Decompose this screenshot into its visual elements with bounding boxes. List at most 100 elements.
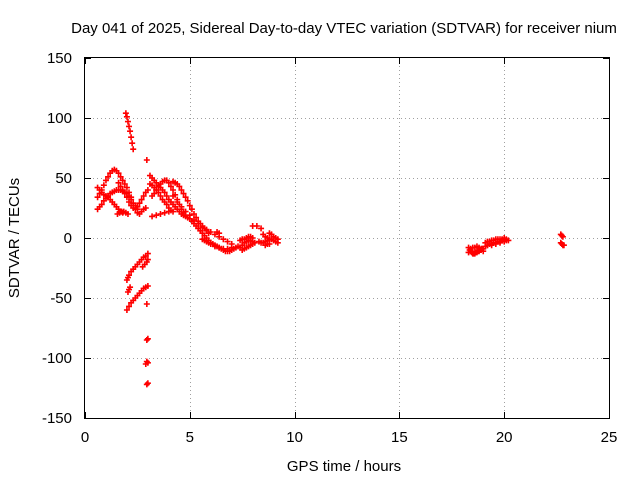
data-point (142, 205, 149, 211)
data-point (501, 238, 508, 245)
data-point (126, 123, 133, 130)
data-point (129, 140, 136, 147)
x-axis-label: GPS time / hours (287, 458, 401, 475)
x-tick-label: 20 (496, 429, 513, 446)
data-point (163, 193, 170, 199)
data-point (266, 241, 273, 247)
data-point (480, 248, 487, 255)
gridlines (85, 58, 609, 418)
data-point (126, 189, 133, 196)
data-point (188, 206, 195, 213)
data-point (121, 181, 128, 187)
data-point (102, 177, 109, 184)
data-point (143, 157, 150, 163)
data-point (182, 194, 189, 201)
data-point (117, 173, 124, 180)
y-tick-label: 0 (64, 230, 72, 247)
data-point (224, 238, 231, 245)
y-tick-label: 150 (47, 50, 72, 67)
data-point (119, 177, 126, 184)
data-point (170, 208, 177, 215)
y-tick-label: -50 (50, 290, 72, 307)
data-point (121, 190, 128, 197)
data-point (143, 358, 150, 365)
data-point (216, 230, 223, 237)
x-tick-labels: 0 5 10 15 20 25 (81, 429, 618, 446)
y-tick-labels: -150 -100 -50 0 50 100 150 (42, 50, 72, 427)
data-point (165, 179, 172, 186)
data-point (161, 209, 168, 216)
data-point (115, 179, 122, 186)
data-point (465, 249, 472, 256)
data-point (488, 242, 495, 249)
data-point (203, 226, 210, 233)
x-tick-label: 25 (601, 429, 618, 446)
data-point (100, 182, 107, 189)
data-point (151, 190, 158, 197)
data-point (123, 194, 130, 201)
x-tick-label: 5 (186, 429, 194, 446)
data-point (184, 197, 191, 204)
data-point (149, 213, 156, 220)
data-point (119, 187, 126, 193)
data-point (105, 173, 112, 180)
data-point (176, 183, 183, 190)
data-point (157, 211, 164, 217)
data-point (249, 235, 256, 241)
y-tick-label: 50 (55, 170, 72, 187)
data-point (144, 359, 151, 366)
data-point (127, 128, 134, 135)
data-point (128, 134, 135, 141)
data-point (126, 303, 133, 310)
data-point (174, 199, 181, 205)
y-tick-label: -150 (42, 410, 72, 427)
data-point (558, 232, 565, 239)
data-point (492, 241, 499, 247)
data-point (144, 380, 151, 387)
data-point (186, 202, 193, 209)
y-tick-label: -100 (42, 350, 72, 367)
axis-ticks (85, 58, 610, 419)
data-point (94, 194, 101, 201)
data-point (122, 110, 129, 117)
data-point (143, 337, 150, 343)
data-point (207, 241, 214, 247)
data-point (126, 199, 133, 205)
data-point (559, 233, 566, 240)
data-point (144, 187, 151, 193)
data-point (127, 284, 134, 291)
data-point (123, 184, 130, 191)
data-point (115, 170, 122, 177)
data-point (228, 244, 235, 251)
data-point (123, 307, 130, 313)
data-point (98, 201, 105, 208)
data-point (180, 190, 187, 197)
data-point (124, 211, 131, 217)
data-point (207, 229, 214, 235)
data-point (216, 244, 223, 251)
data-point (123, 113, 130, 120)
data-point (258, 225, 265, 232)
data-point (161, 189, 168, 196)
data-point (157, 193, 164, 199)
data-point (144, 283, 151, 289)
data-point (153, 212, 160, 219)
data-point (140, 193, 147, 199)
data-point (170, 187, 177, 193)
data-point (130, 146, 137, 153)
data-point (117, 183, 124, 190)
data-point (249, 241, 256, 247)
data-point (253, 223, 260, 229)
x-tick-label: 15 (391, 429, 408, 446)
x-tick-label: 10 (286, 429, 303, 446)
data-point (136, 200, 143, 207)
data-point (170, 193, 177, 199)
data-point (178, 203, 185, 210)
data-point (274, 236, 281, 243)
data-point (143, 301, 150, 307)
data-point (211, 243, 218, 250)
data-point (163, 201, 170, 208)
data-point (220, 236, 227, 243)
data-point (144, 335, 151, 342)
